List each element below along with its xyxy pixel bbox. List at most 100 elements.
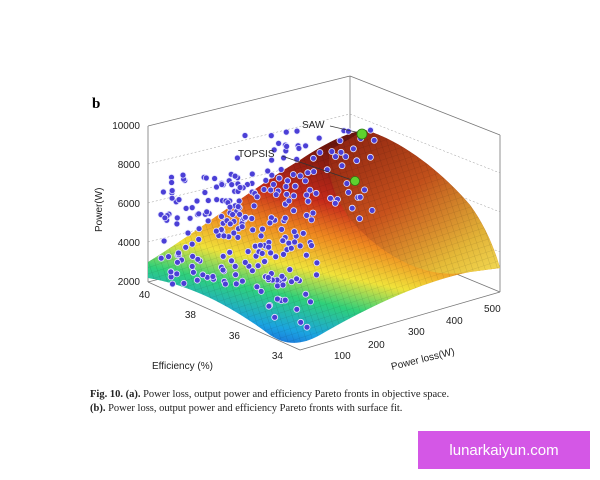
x-axis-label: Power loss(W) [390,347,456,373]
pareto-point [308,216,315,224]
pareto-point [344,127,352,135]
pareto-point [287,244,295,252]
pareto-point [370,136,378,144]
pareto-point [202,174,210,182]
pareto-point [302,251,310,259]
pareto-point [267,249,275,257]
pareto-point [204,217,212,225]
pareto-point [313,271,320,279]
pareto-point [266,219,274,227]
caption-sub-a: (a). [125,389,141,400]
pareto-point [296,172,304,180]
pareto-point [253,193,261,201]
caption-sub-b: (b). [90,403,106,414]
pareto-point [167,268,175,276]
pareto-point [258,249,266,257]
pareto-point [199,271,207,279]
pareto-point [254,262,262,270]
y-axis-ticks: 40 38 36 34 [139,290,284,362]
pareto-point [234,233,242,241]
pareto-point [328,148,336,155]
pareto-point [256,241,264,249]
pareto-point [188,240,196,248]
x-tick: 300 [408,327,425,338]
pareto-point [316,149,324,156]
pareto-point [368,206,376,214]
pareto-point [244,248,252,255]
pareto-point [175,249,182,257]
pareto-point [231,172,239,180]
z-axis-label: Power(W) [94,188,105,232]
pareto-point [278,272,286,280]
pareto-point [271,313,279,321]
pareto-point [270,180,277,188]
y-tick: 34 [272,351,284,362]
pareto-point [293,127,301,135]
pareto-point [193,197,201,205]
pareto-point [157,254,165,262]
pareto-point [189,252,197,260]
pareto-point [219,266,227,274]
pareto-point [332,153,339,161]
pareto-point [288,278,295,286]
caption-text-b: Power loss, output power and efficiency … [105,403,403,414]
pareto-point [284,177,292,185]
pareto-point [297,318,305,326]
pareto-point [312,189,320,197]
pareto-point [291,182,299,190]
pareto-point [232,280,240,288]
pareto-point [281,296,289,304]
pareto-point [209,273,217,280]
x-tick: 200 [368,340,385,351]
saw-marker [356,128,368,140]
pareto-point [283,142,291,150]
pareto-point [303,211,311,219]
pareto-point [308,242,315,249]
pareto-point [220,232,228,240]
pareto-points [157,126,378,331]
pareto-point [182,204,190,212]
pareto-point [161,214,169,222]
pareto-point [285,197,293,205]
pareto-point [194,255,202,263]
pareto-point [233,154,241,162]
pareto-point [310,168,318,176]
pareto-point [304,197,312,205]
pareto-point [230,229,238,237]
pareto-point [282,128,290,136]
pareto-point [175,196,183,204]
pareto-point [218,213,225,220]
x-tick: 100 [334,351,351,362]
pareto-point [293,275,301,283]
pareto-point [270,146,278,154]
pareto-point [169,280,176,288]
pareto-point [338,162,346,170]
pareto-point [264,167,272,175]
pareto-point [257,232,265,240]
pareto-point [282,183,290,190]
pareto-point [273,295,281,303]
pareto-point [268,171,276,179]
pareto-point [232,271,240,279]
pareto-point [342,153,350,161]
z-tick: 6000 [118,199,141,210]
pareto-point [211,175,219,182]
z-tick: 4000 [118,238,141,249]
pareto-point [277,166,285,173]
pareto-point [267,186,275,194]
pareto-point [353,157,361,165]
pareto-point [218,181,226,188]
pareto-point [219,252,227,260]
pareto-point [304,169,312,177]
z-tick: 2000 [118,277,141,288]
annotations: SAW TOPSIS [238,120,368,186]
pareto-point [159,188,167,196]
pareto-point [268,156,276,164]
pareto-point [235,197,243,205]
pareto-point [307,298,314,306]
pareto-point [188,204,196,212]
pareto-point [204,197,212,204]
pareto-point [174,258,181,266]
x-axis-ticks: 100 200 300 400 500 [334,304,501,362]
